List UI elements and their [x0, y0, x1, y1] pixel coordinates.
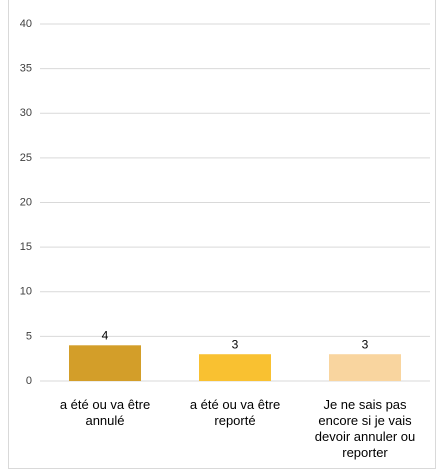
x-tick-label: a été ou va être reporté [189, 397, 281, 428]
y-tick-label: 15 [20, 241, 32, 253]
bar [69, 345, 141, 381]
y-tick-label: 5 [26, 330, 32, 342]
y-tick-label: 20 [20, 196, 32, 208]
bar [329, 354, 401, 381]
data-label: 3 [362, 337, 369, 351]
x-tick-label: Je ne sais pas encore si je vais devoir … [314, 397, 416, 460]
chart-border [8, 0, 436, 469]
y-tick-label: 40 [20, 18, 32, 30]
x-tick-label: a été ou va être annulé [59, 397, 151, 428]
y-tick-label: 35 [20, 63, 32, 75]
data-label: 3 [232, 337, 239, 351]
y-tick-label: 30 [20, 107, 32, 119]
y-tick-label: 25 [20, 152, 32, 164]
y-tick-label: 0 [26, 375, 32, 387]
data-label: 4 [102, 328, 109, 342]
y-tick-label: 10 [20, 286, 32, 298]
bar [199, 354, 271, 381]
